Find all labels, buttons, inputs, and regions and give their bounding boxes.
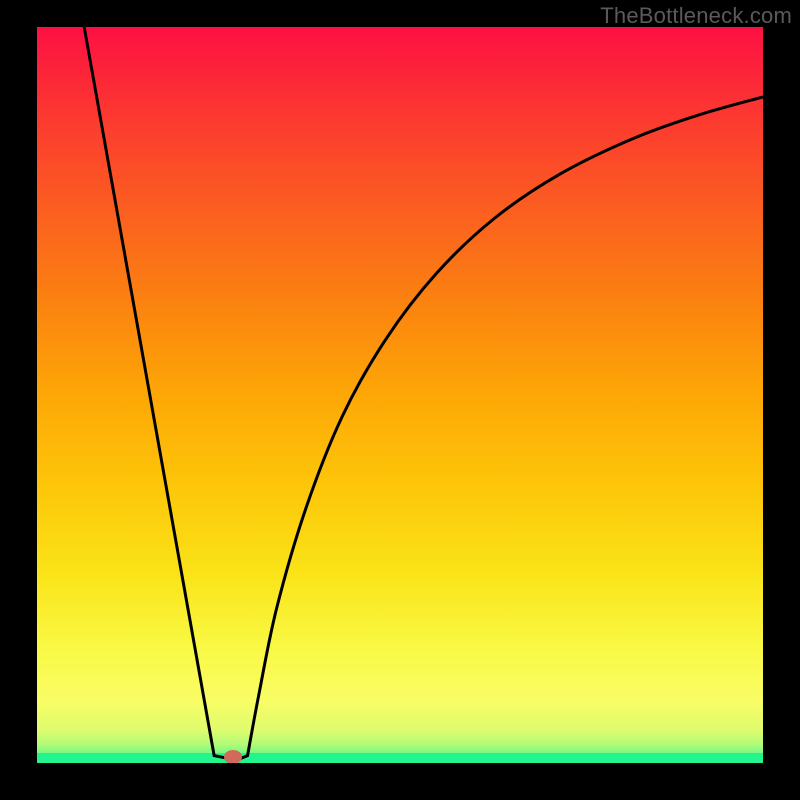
chart-frame: TheBottleneck.com (0, 0, 800, 800)
watermark-text: TheBottleneck.com (600, 3, 792, 29)
optimum-marker (224, 750, 242, 763)
curve-layer (37, 27, 763, 763)
plot-area (37, 27, 763, 763)
v-curve-path (84, 27, 763, 760)
